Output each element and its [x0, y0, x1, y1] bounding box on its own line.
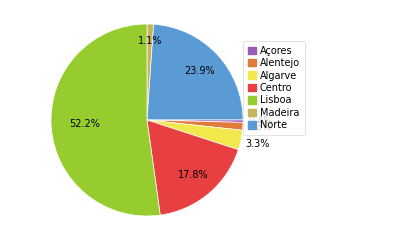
Wedge shape: [147, 120, 242, 150]
Text: 0.4%: 0.4%: [248, 116, 273, 126]
Wedge shape: [147, 120, 243, 122]
Wedge shape: [147, 120, 238, 215]
Text: 1.3%: 1.3%: [248, 122, 272, 132]
Wedge shape: [147, 24, 154, 120]
Text: 23.9%: 23.9%: [184, 66, 215, 76]
Text: 17.8%: 17.8%: [178, 170, 209, 180]
Wedge shape: [51, 24, 160, 216]
Wedge shape: [147, 120, 243, 130]
Text: 3.3%: 3.3%: [246, 139, 270, 149]
Text: 1.1%: 1.1%: [137, 36, 162, 46]
Wedge shape: [147, 24, 243, 120]
Text: 52.2%: 52.2%: [69, 119, 100, 129]
Legend: Açores, Alentejo, Algarve, Centro, Lisboa, Madeira, Norte: Açores, Alentejo, Algarve, Centro, Lisbo…: [243, 41, 304, 135]
